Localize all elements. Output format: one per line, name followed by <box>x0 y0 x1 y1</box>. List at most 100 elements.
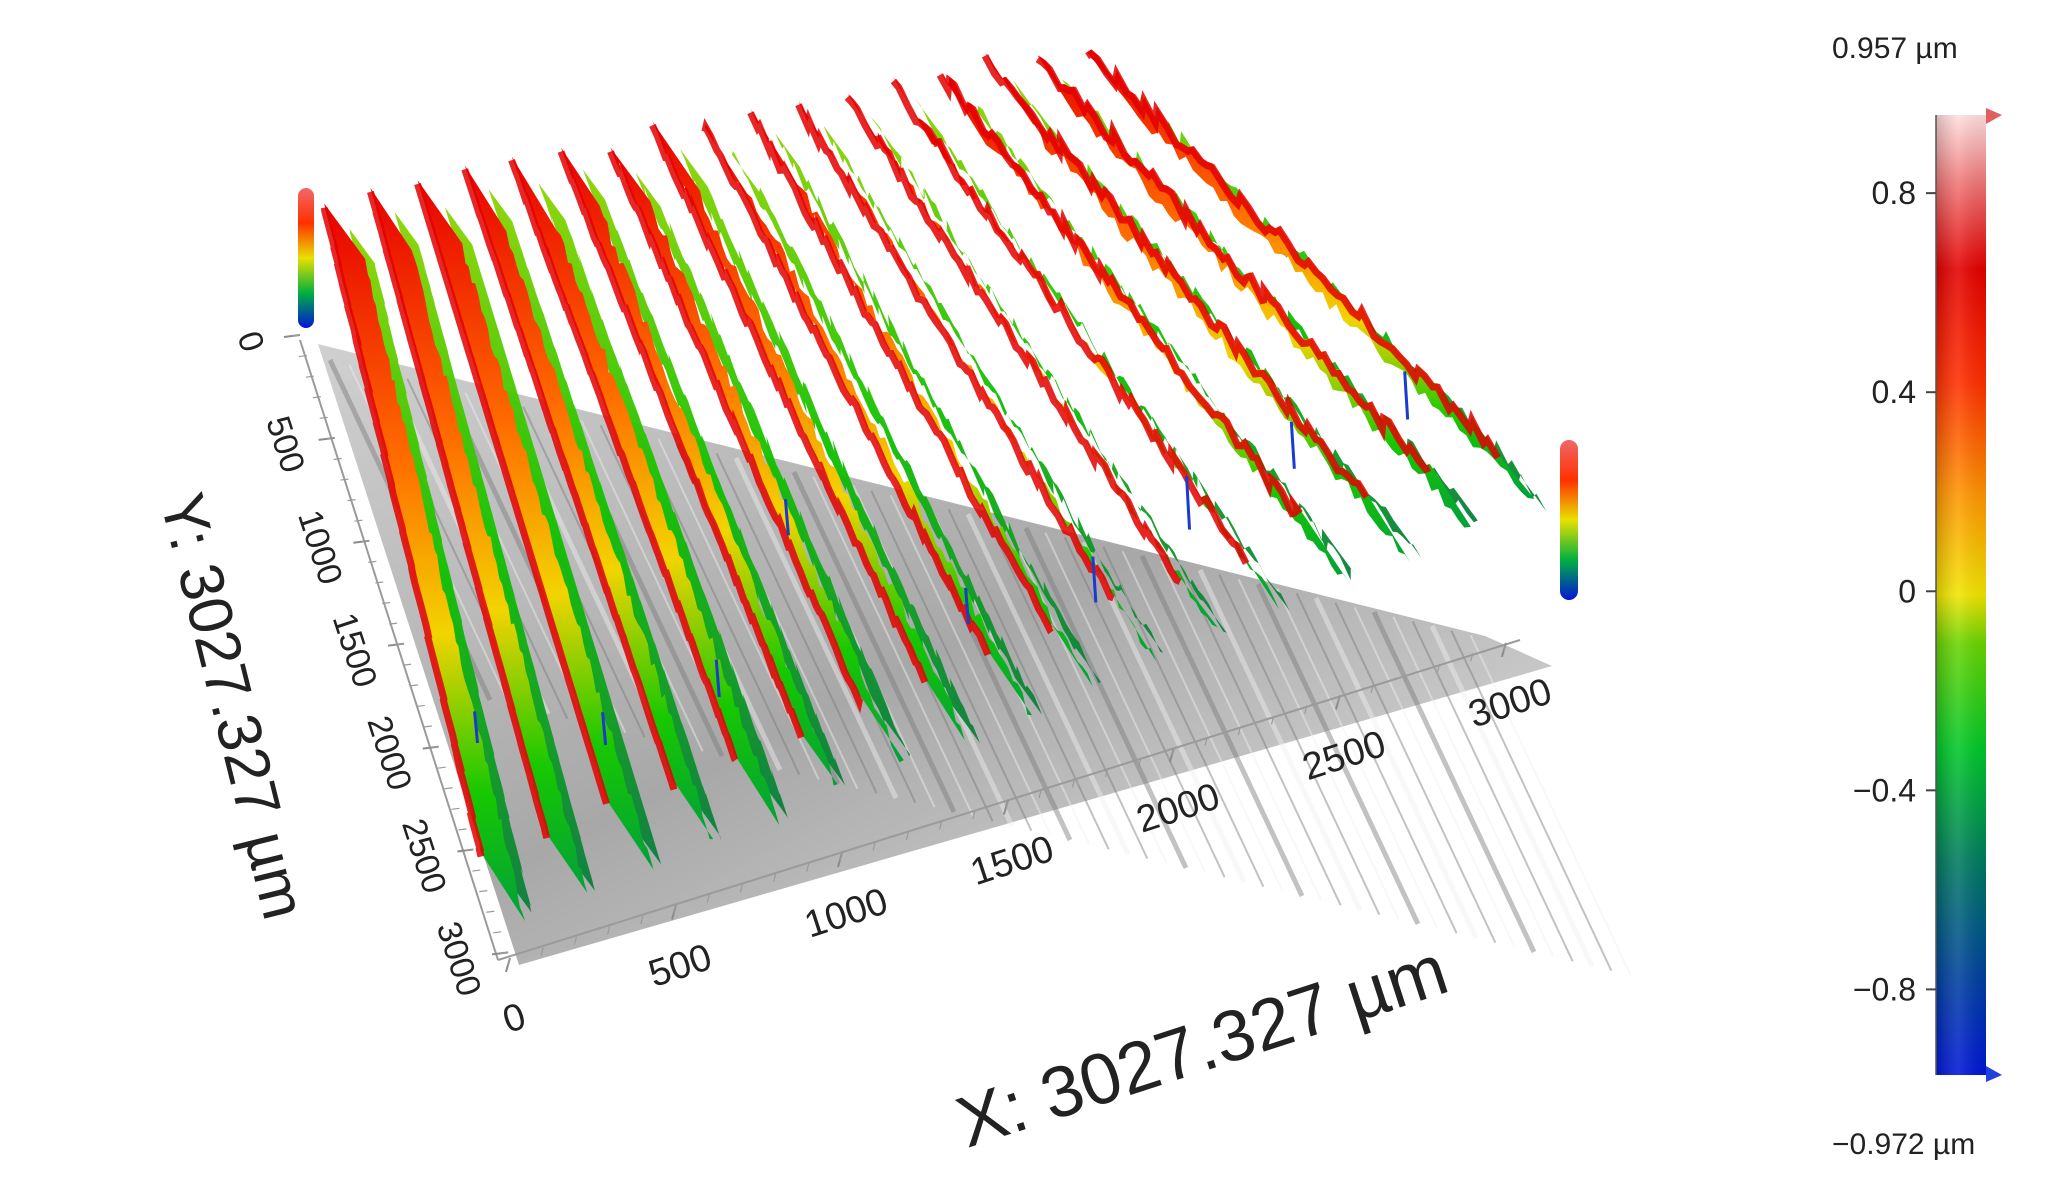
surface-crest <box>461 168 678 791</box>
surface-crest <box>1035 56 1432 474</box>
surface-ridge <box>370 187 588 893</box>
x-axis-ticks <box>505 642 1507 973</box>
base-streak <box>1179 564 1342 906</box>
x-minor-tick <box>1171 747 1175 757</box>
surface-spike <box>473 711 480 744</box>
surface-spike <box>1289 421 1296 469</box>
base-streak <box>1371 610 1537 954</box>
surface-crest <box>844 95 1182 585</box>
y-tick-label: 1500 <box>325 608 385 692</box>
y-minor-tick <box>458 828 467 831</box>
surface-spike <box>783 499 790 536</box>
base-streak <box>733 456 899 800</box>
base-streak <box>791 470 957 814</box>
surface-valley <box>823 125 1164 653</box>
x-axis-title: X: 3027.327 µm <box>947 930 1457 1164</box>
base-streak <box>1276 588 1439 930</box>
base-streak <box>1255 582 1421 926</box>
base-streak <box>1121 550 1284 892</box>
colorbar-min-marker <box>1986 1066 2002 1082</box>
y-minor-tick <box>326 437 335 440</box>
base-streak <box>986 518 1149 860</box>
base-streak <box>1139 554 1305 898</box>
y-minor-tick <box>444 787 453 790</box>
surface-spike <box>1403 371 1410 420</box>
surface-valley <box>488 189 722 842</box>
x-minor-tick <box>938 821 943 830</box>
y-minor-tick <box>333 457 342 461</box>
y-minor-tick <box>382 601 391 605</box>
colorbar-max-marker <box>1986 108 2002 124</box>
surface-spike <box>1185 475 1192 530</box>
surface-crest <box>557 150 805 739</box>
y-minor-tick <box>486 910 495 913</box>
colorbar: 0.8 0.4 0 −0.4 −0.8 0.957 µm −0.972 µm <box>1832 32 2002 1161</box>
y-tick-label: 0 <box>229 327 271 357</box>
corner-colorbar-left <box>298 188 314 328</box>
colorbar-max-label: 0.957 µm <box>1832 32 1958 65</box>
x-minor-tick <box>1071 779 1075 788</box>
corner-colorbar-right <box>1560 440 1578 600</box>
x-minor-tick <box>1005 800 1009 809</box>
x-minor-tick <box>673 905 677 914</box>
y-minor-tick <box>312 396 321 399</box>
y-minor-tick <box>340 478 349 481</box>
y-minor-tick <box>361 540 370 543</box>
x-minor-tick <box>739 884 743 893</box>
base-streak <box>1023 526 1189 870</box>
y-tick-label: 2000 <box>359 711 419 795</box>
base-streak <box>1044 532 1207 874</box>
x-tick-label: 500 <box>644 936 717 996</box>
y-tick-label: 2500 <box>394 814 454 898</box>
x-minor-tick <box>1403 674 1407 683</box>
y-minor-tick <box>451 807 460 810</box>
y-tick-label: 1000 <box>290 506 350 590</box>
y-minor-tick <box>430 745 439 749</box>
surface-spike <box>601 712 608 746</box>
colorbar-tick-label: 0.8 <box>1872 175 1916 211</box>
y-minor-tick <box>375 581 384 584</box>
x-minor-tick <box>1138 758 1142 767</box>
colorbar-tick-label: 0.4 <box>1872 374 1916 410</box>
surface-valley <box>775 133 1101 684</box>
x-minor-tick <box>1370 684 1374 694</box>
surface-ridge <box>985 51 1412 564</box>
surface-valley <box>870 116 1227 633</box>
y-tick-label: 3000 <box>429 917 489 1001</box>
x-minor-tick <box>1104 768 1109 778</box>
base-streak <box>1102 546 1265 888</box>
x-minor-tick <box>1337 695 1341 704</box>
y-minor-tick <box>465 848 474 852</box>
base-streak <box>1005 522 1168 864</box>
base-streak <box>1218 574 1381 916</box>
base-streak <box>1237 578 1400 920</box>
y-minor-tick <box>305 375 314 378</box>
surface-ridges <box>320 49 1547 922</box>
base-streak <box>1411 620 1574 962</box>
base-streak <box>1160 560 1323 902</box>
x-minor-tick <box>872 842 876 851</box>
surface-valley <box>732 150 1043 715</box>
y-minor-tick <box>479 890 488 893</box>
surface-crest <box>981 54 1370 499</box>
colorbar-tick-label: 0 <box>1898 573 1916 609</box>
y-minor-tick <box>409 684 419 687</box>
y-minor-tick <box>423 725 432 728</box>
surface-crest <box>508 159 739 763</box>
y-minor-tick <box>402 663 412 666</box>
surface-crest <box>414 182 610 805</box>
x-minor-tick <box>1503 642 1507 652</box>
x-minor-tick <box>1237 726 1241 736</box>
y-minor-tick <box>298 354 308 358</box>
base-streak <box>1450 630 1613 972</box>
y-minor-tick <box>347 499 356 502</box>
y-axis-ticks <box>283 334 509 956</box>
surface-ridge <box>324 203 526 922</box>
surface-valley <box>915 98 1290 611</box>
surface-spike <box>964 587 971 625</box>
surface-ridge <box>417 180 654 870</box>
y-minor-tick <box>368 560 377 563</box>
base-streak <box>715 452 878 794</box>
colorbar-min-label: −0.972 µm <box>1832 1128 1975 1161</box>
